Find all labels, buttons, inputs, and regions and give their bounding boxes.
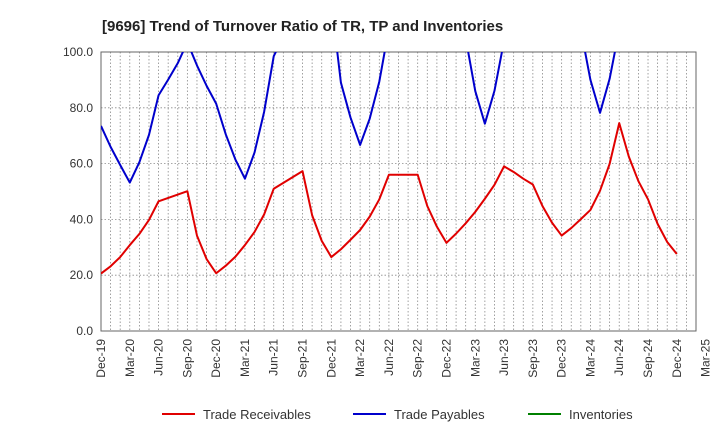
legend-label-2: Inventories [569,407,633,422]
y-tick-label: 100.0 [63,45,93,59]
series-line-0 [101,122,678,275]
x-tick-label: Jun-22 [382,339,396,376]
x-tick-label: Dec-21 [324,339,338,378]
x-tick-label: Mar-25 [699,339,713,377]
y-tick-label: 60.0 [70,157,94,171]
x-tick-label: Mar-22 [353,339,367,377]
x-tick-label: Mar-21 [238,339,252,377]
x-tick-label: Dec-20 [209,339,223,378]
legend-label-1: Trade Payables [394,407,485,422]
x-tick-label: Dec-22 [439,339,453,378]
series-lines [101,52,678,275]
x-tick-label: Dec-24 [670,339,684,378]
x-tick-label: Jun-20 [152,339,166,376]
x-tick-label: Dec-23 [555,339,569,378]
x-tick-label: Dec-19 [94,339,108,378]
plot-frame [100,51,697,332]
chart-title: [9696] Trend of Turnover Ratio of TR, TP… [102,18,503,35]
x-tick-label: Jun-21 [267,339,281,376]
x-tick-label: Mar-24 [583,339,597,377]
grid-lines [101,52,696,331]
x-tick-label: Sep-20 [180,339,194,378]
x-tick-label: Mar-20 [123,339,137,377]
x-tick-label: Jun-24 [612,339,626,376]
legend: Trade Receivables Trade Payables Inventori… [162,407,633,422]
x-tick-label: Sep-22 [411,339,425,378]
y-tick-label: 40.0 [70,212,94,226]
x-tick-label: Sep-23 [526,339,540,378]
series-line-1 [101,52,616,184]
y-tick-label: 20.0 [70,268,94,282]
y-tick-label: 80.0 [70,101,94,115]
legend-label-0: Trade Receivables [203,407,311,422]
y-tick-label: 0.0 [76,324,93,338]
axes: 0.0 20.0 40.0 60.0 80.0 100.0 Dec-19 Mar-20 Jun-… [63,45,713,378]
x-tick-label: Mar-23 [468,339,482,377]
x-tick-label: Sep-24 [641,339,655,378]
x-tick-label: Jun-23 [497,339,511,376]
x-tick-label: Sep-21 [296,339,310,378]
